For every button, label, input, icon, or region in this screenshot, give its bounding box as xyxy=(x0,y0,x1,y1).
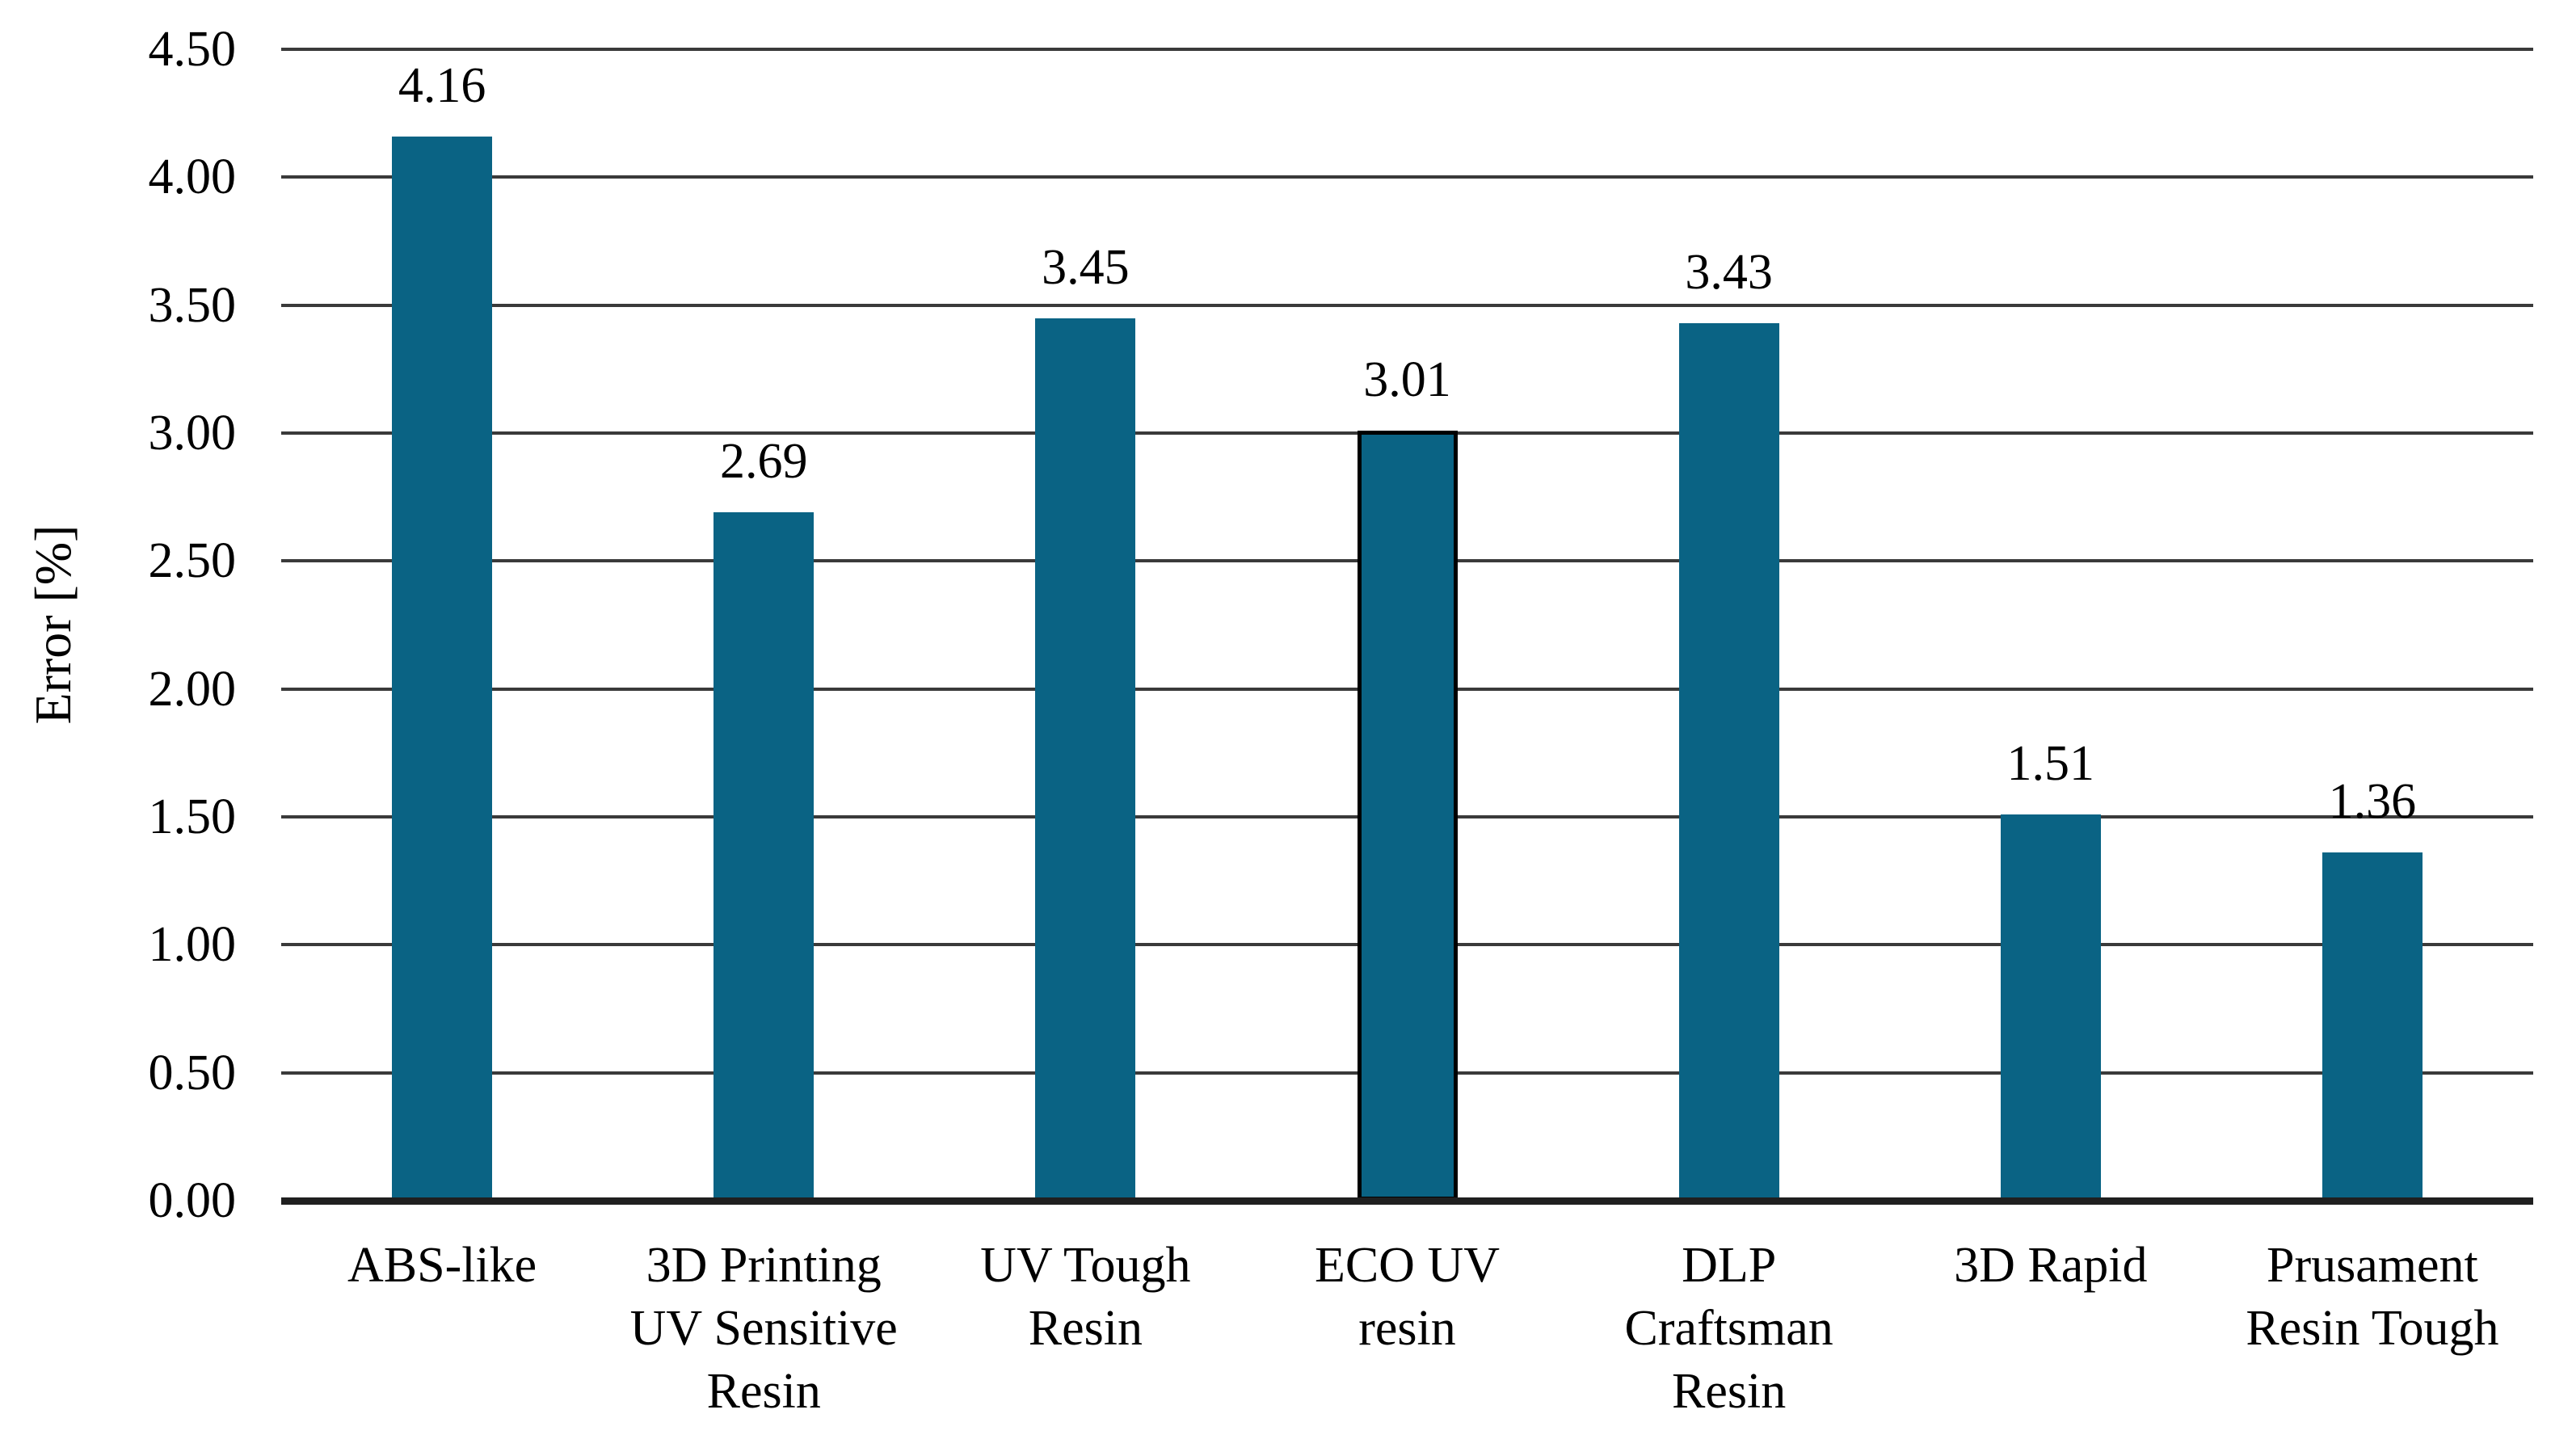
x-category-label-line: ABS-like xyxy=(347,1238,537,1293)
x-category-label: ECO UV resin xyxy=(1246,1234,1568,1360)
x-category-label-line: 3D Printing xyxy=(646,1238,882,1293)
y-tick-label: 4.00 xyxy=(148,149,237,205)
x-category-label-line: UV Sensitive xyxy=(629,1301,898,1356)
y-tick-label: 2.50 xyxy=(148,533,237,589)
y-tick-label: 3.50 xyxy=(148,277,237,333)
x-category-label: ABS-like xyxy=(281,1234,603,1297)
y-tick-label: 0.00 xyxy=(148,1173,237,1228)
bar-value-label: 3.45 xyxy=(1042,239,1130,295)
bar-value-label: 2.69 xyxy=(719,434,808,490)
x-axis-line xyxy=(281,1197,2533,1205)
bar-value-label: 1.51 xyxy=(2006,735,2095,791)
bar xyxy=(2322,852,2423,1201)
bar-value-label: 3.43 xyxy=(1685,244,1773,300)
x-category-label: DLP Craftsman Resin xyxy=(1568,1234,1890,1423)
y-tick-label: 2.00 xyxy=(148,661,237,717)
x-category-label: 3D Rapid xyxy=(1890,1234,2212,1297)
x-category-label-line: UV Tough xyxy=(980,1238,1191,1293)
bar-outlined xyxy=(1357,430,1458,1201)
y-tick-label: 1.00 xyxy=(148,917,237,973)
x-category-label-line: ECO UV xyxy=(1314,1238,1501,1293)
x-category-label-line: Resin xyxy=(1028,1301,1143,1356)
x-category-label-line: Craftsman xyxy=(1624,1301,1833,1356)
bar-value-label: 1.36 xyxy=(2328,774,2417,830)
x-category-label-line: DLP xyxy=(1682,1238,1777,1293)
x-category-label: UV Tough Resin xyxy=(924,1234,1246,1360)
x-category-label-line: resin xyxy=(1358,1301,1456,1356)
x-category-label-line: 3D Rapid xyxy=(1954,1238,2148,1293)
bar xyxy=(1035,318,1136,1201)
x-category-label-line: Prusament xyxy=(2267,1238,2478,1293)
gridline xyxy=(281,48,2533,51)
x-category-label: Prusament Resin Tough xyxy=(2212,1234,2533,1360)
bar-value-label: 4.16 xyxy=(398,57,486,113)
bar xyxy=(1678,322,1779,1201)
y-tick-label: 3.00 xyxy=(148,406,237,461)
bar xyxy=(714,512,815,1201)
y-tick-label: 1.50 xyxy=(148,789,237,844)
x-category-label-line: Resin xyxy=(1672,1364,1787,1419)
y-tick-label: 0.50 xyxy=(148,1045,237,1100)
x-category-label-line: Resin Tough xyxy=(2246,1301,2499,1356)
bar xyxy=(392,136,493,1201)
x-category-label: 3D Printing UV Sensitive Resin xyxy=(603,1234,924,1423)
bar xyxy=(2000,814,2101,1201)
y-tick-label: 4.50 xyxy=(148,22,237,77)
gridline xyxy=(281,303,2533,307)
bar-value-label: 3.01 xyxy=(1363,351,1451,407)
x-category-label-line: Resin xyxy=(706,1364,821,1419)
gridline xyxy=(281,175,2533,179)
